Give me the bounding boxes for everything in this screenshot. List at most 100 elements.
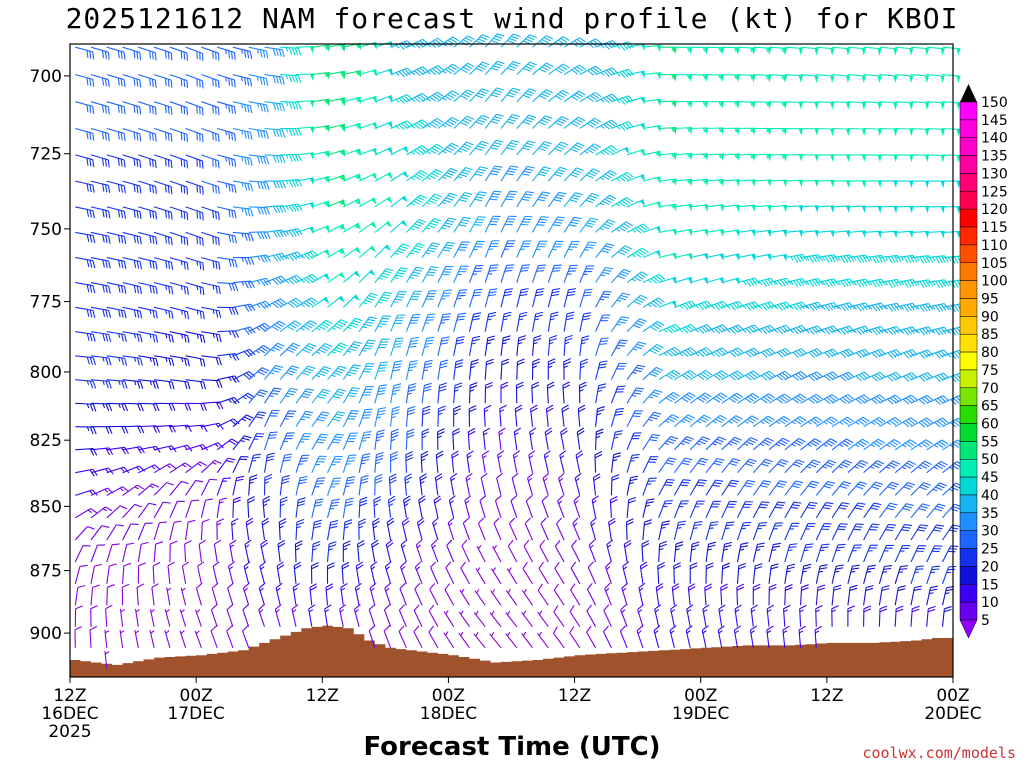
wind-barb xyxy=(689,414,712,428)
wind-barb xyxy=(75,468,98,477)
wind-barb xyxy=(368,604,376,627)
wind-barb xyxy=(516,358,525,380)
colorbar-swatch xyxy=(959,584,978,603)
wind-barb xyxy=(368,625,376,648)
wind-barb xyxy=(673,436,695,451)
wind-barb xyxy=(516,88,537,103)
wind-barb xyxy=(547,89,570,103)
wind-barb xyxy=(75,355,96,366)
wind-barb xyxy=(374,384,388,404)
wind-barb xyxy=(626,96,645,105)
wind-barb xyxy=(626,174,646,182)
wind-barb xyxy=(195,609,202,627)
wind-barb xyxy=(343,173,362,182)
wind-barb xyxy=(800,501,818,519)
wind-barb xyxy=(311,124,330,133)
wind-barb xyxy=(90,231,111,244)
wind-barb xyxy=(264,320,286,333)
wind-barb xyxy=(453,62,475,76)
wind-barb xyxy=(453,359,464,380)
colorbar-swatch xyxy=(959,405,978,424)
wind-barb xyxy=(721,347,745,358)
wind-barb xyxy=(264,74,285,85)
wind-barb xyxy=(847,154,866,162)
wind-barb xyxy=(910,524,929,541)
wind-barb xyxy=(558,472,565,496)
wind-barb xyxy=(539,539,549,563)
wind-barb xyxy=(705,229,724,237)
chart-title: 2025121612 NAM forecast wind profile (kt… xyxy=(65,2,959,35)
wind-barb xyxy=(532,216,549,233)
wind-barb xyxy=(138,282,158,295)
wind-barb xyxy=(106,584,115,606)
wind-barb xyxy=(800,416,823,428)
x-tick-label: 00Z xyxy=(180,686,213,706)
wind-barb xyxy=(800,584,809,606)
wind-barb xyxy=(138,74,157,88)
wind-barb xyxy=(705,300,729,311)
wind-barb xyxy=(505,631,518,649)
wind-barb xyxy=(595,406,605,427)
wind-barb xyxy=(737,74,756,83)
wind-barb xyxy=(847,205,866,214)
wind-barb xyxy=(217,257,238,268)
wind-barb xyxy=(910,154,930,163)
wind-barb xyxy=(390,120,413,131)
wind-barb xyxy=(371,539,379,563)
wind-barb xyxy=(894,545,911,563)
wind-barb xyxy=(626,453,640,473)
wind-barb xyxy=(484,381,493,404)
wind-barb xyxy=(513,427,522,450)
wind-barb xyxy=(405,314,421,332)
wind-barb xyxy=(122,282,143,295)
wind-barb xyxy=(816,254,839,263)
wind-barb xyxy=(232,101,253,114)
wind-barb xyxy=(689,541,700,563)
wind-barb xyxy=(895,205,914,214)
wind-barb xyxy=(547,334,558,356)
wind-barb xyxy=(658,228,677,237)
wind-barb xyxy=(721,101,740,109)
wind-barb xyxy=(543,450,551,473)
wind-barb xyxy=(138,206,158,220)
wind-barb xyxy=(800,438,822,451)
wind-barb xyxy=(800,393,823,404)
wind-barb xyxy=(673,541,684,563)
wind-barb xyxy=(232,206,254,217)
wind-barb xyxy=(453,115,475,129)
wind-barb xyxy=(863,523,880,541)
colorbar-swatch xyxy=(959,512,978,531)
wind-barb xyxy=(421,336,435,356)
wind-barb xyxy=(264,229,287,238)
wind-barb xyxy=(106,180,126,194)
wind-barb xyxy=(815,459,837,474)
wind-barb xyxy=(134,630,140,648)
wind-barb xyxy=(671,583,680,606)
wind-barb xyxy=(673,520,687,541)
wind-barb xyxy=(295,497,306,518)
wind-barb xyxy=(90,180,111,194)
credit-link[interactable]: coolwx.com/models xyxy=(862,744,1016,762)
wind-barb xyxy=(469,114,490,129)
wind-barb xyxy=(406,66,429,77)
wind-barb xyxy=(689,500,705,519)
wind-barb xyxy=(942,154,961,163)
wind-barb xyxy=(153,154,173,169)
colorbar-swatch xyxy=(959,530,978,549)
wind-barb xyxy=(390,428,399,450)
wind-barb xyxy=(201,46,220,61)
wind-barb xyxy=(232,231,254,242)
wind-barb xyxy=(657,561,665,584)
wind-barb xyxy=(800,563,812,584)
wind-barb xyxy=(910,439,933,451)
wind-barb xyxy=(500,358,510,380)
wind-barb xyxy=(311,296,330,308)
wind-barb xyxy=(579,143,601,156)
wind-barb xyxy=(453,191,473,208)
wind-barb xyxy=(563,37,586,48)
wind-barb xyxy=(911,180,929,189)
wind-barb xyxy=(295,226,314,235)
wind-barb xyxy=(800,254,823,263)
wind-barb xyxy=(595,243,615,258)
wind-barb xyxy=(752,458,773,474)
